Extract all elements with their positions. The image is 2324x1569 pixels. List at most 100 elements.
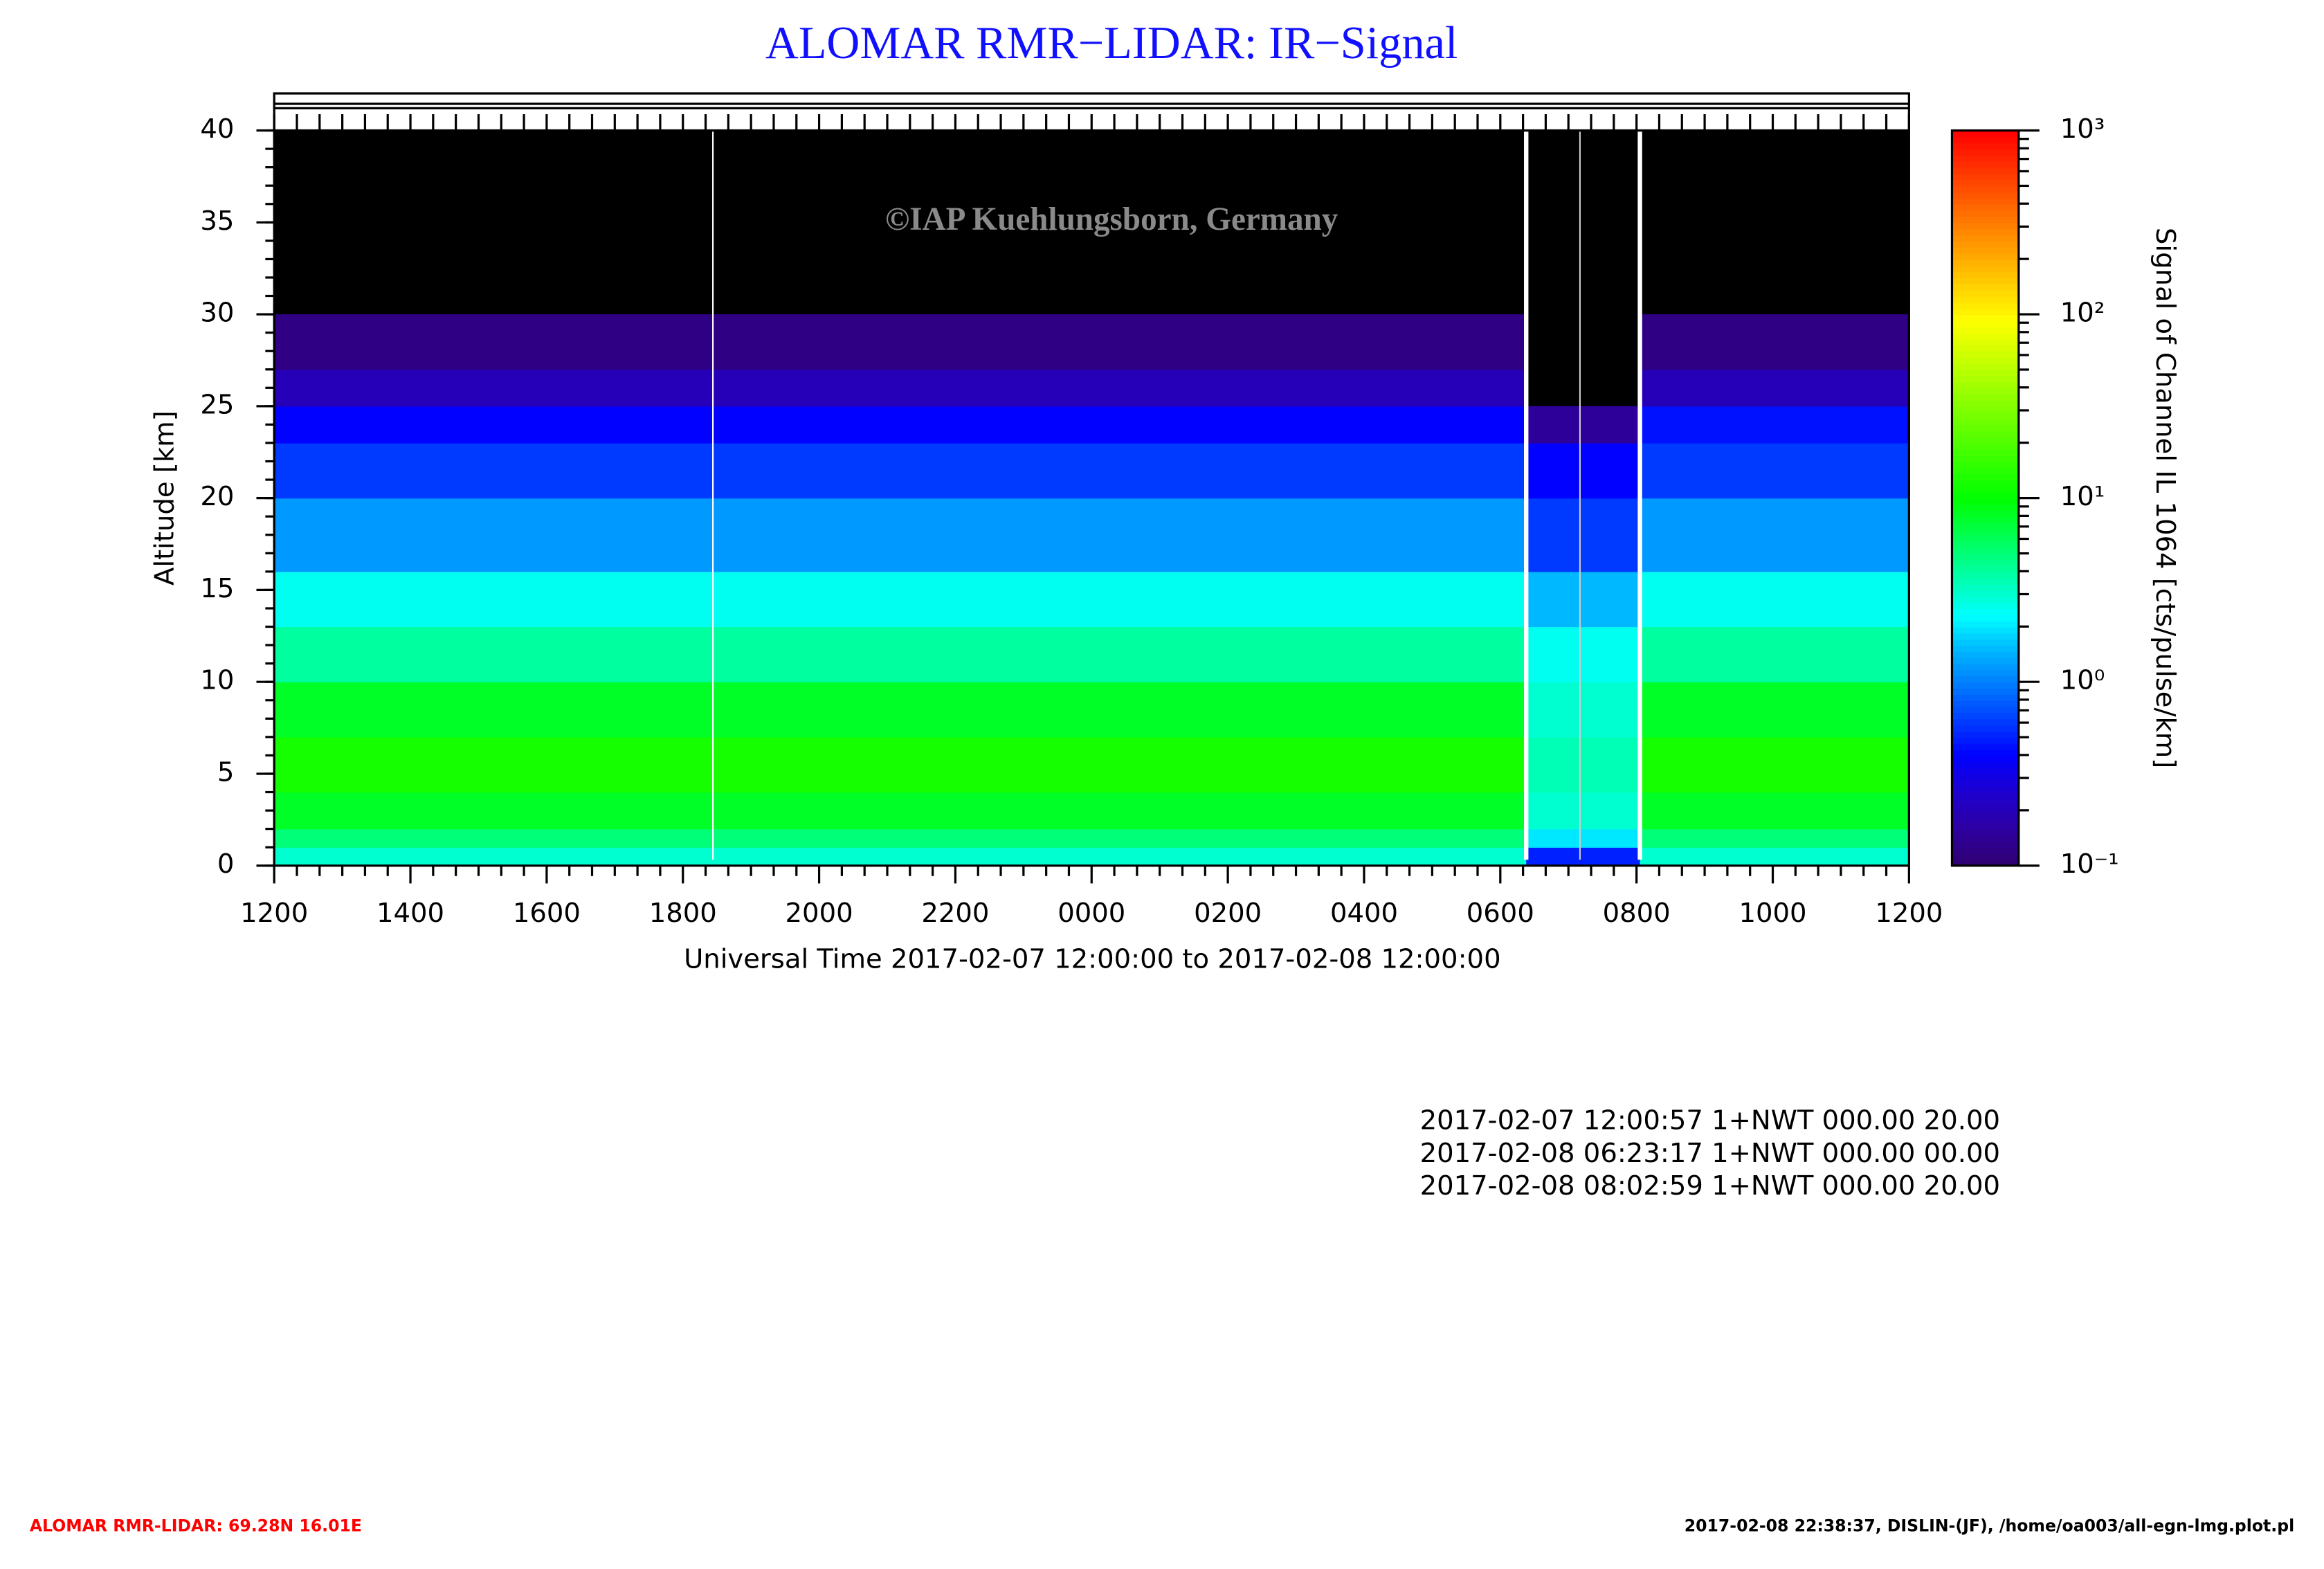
y-axis-label: Altitude [km] [149,410,180,586]
x-tick-label: 1600 [513,898,581,929]
colorbar-step [1952,583,2019,591]
colorbar-step [1952,130,2019,138]
colorbar-step [1952,804,2019,812]
colorbar-step [1952,418,2019,426]
y-tick-label: 25 [200,389,234,420]
colorbar-step [1952,853,2019,860]
heatmap-cell [1640,498,1909,572]
colorbar-step [1952,559,2019,567]
colorbar-step [1952,173,2019,181]
colorbar-step [1952,602,2019,610]
colorbar-step [1952,296,2019,303]
y-tick-label: 35 [200,206,234,237]
colorbar-step [1952,498,2019,505]
heatmap-cell [274,736,1527,793]
colorbar-step [1952,167,2019,174]
colorbar-step [1952,136,2019,144]
colorbar-step [1952,712,2019,720]
colorbar-step [1952,265,2019,273]
colorbar-step [1952,828,2019,836]
colorbar-step [1952,277,2019,284]
heatmap-cell [1526,792,1641,830]
colorbar-step [1952,504,2019,511]
heatmap [274,314,1909,867]
colorbar-step [1952,289,2019,297]
colorbar-step [1952,510,2019,518]
colorbar-step [1952,755,2019,763]
heatmap-cell [274,314,1527,370]
colorbar-step [1952,480,2019,487]
x-tick-label: 2200 [921,898,989,929]
colorbar-step [1952,523,2019,529]
footer-right: 2017-02-08 22:38:37, DISLIN-(JF), /home/… [1685,1516,2294,1535]
colorbar-step [1952,608,2019,615]
colorbar-step [1952,345,2019,352]
colorbar-step [1952,314,2019,322]
colorbar-step [1952,779,2019,787]
colorbar-step [1952,302,2019,309]
colorbar-step [1952,553,2019,561]
heatmap-cell [274,828,1527,848]
x-tick-label: 1200 [240,898,308,929]
colorbar-step [1952,461,2019,469]
colorbar-step [1952,761,2019,769]
x-tick-label: 1400 [376,898,444,929]
heatmap-cell [1526,847,1641,867]
colorbar-step [1952,308,2019,316]
colorbar-step [1952,388,2019,395]
colorbar-step [1952,246,2019,254]
colorbar-step [1952,326,2019,334]
heatmap-cell [1640,406,1909,444]
colorbar-step [1952,663,2019,671]
colorbar-step [1952,773,2019,781]
colorbar-step [1952,633,2019,640]
colorbar-step [1952,228,2019,236]
colorbar-step [1952,485,2019,493]
colorbar-step [1952,749,2019,756]
colorbar-step [1952,736,2019,744]
heatmap-cell [1526,736,1641,793]
colorbar-step [1952,645,2019,653]
colorbar-tick-label: 10¹ [2060,481,2105,512]
x-tick-label: 1000 [1739,898,1806,929]
colorbar-step [1952,565,2019,572]
x-tick-label: 0200 [1194,898,1262,929]
colorbar-tick-label: 10² [2060,298,2105,329]
annotation: 2017-02-08 08:02:59 1+NWT 000.00 20.00 [1420,1170,2000,1201]
colorbar-step [1952,203,2019,211]
heatmap-cell [274,406,1527,444]
x-tick-label: 1200 [1875,898,1943,929]
colorbar-step [1952,455,2019,462]
colorbar-step [1952,400,2019,407]
heatmap-cell [274,442,1527,499]
colorbar-step [1952,725,2019,732]
footer-left: ALOMAR RMR-LIDAR: 69.28N 16.01E [30,1516,362,1535]
heatmap-cell [1640,314,1909,370]
colorbar-step [1952,437,2019,444]
colorbar-step [1952,197,2019,205]
colorbar-step [1952,688,2019,695]
colorbar-step [1952,626,2019,634]
y-tick-label: 10 [200,665,234,696]
colorbar-step [1952,816,2019,824]
heatmap-cell [1640,736,1909,793]
y-tick-label: 40 [200,114,234,145]
y-tick-label: 0 [217,849,235,880]
colorbar-label: Signal of Channel IL 1064 [cts/pulse/km] [2150,228,2181,768]
colorbar-step [1952,810,2019,818]
x-tick-label: 0400 [1330,898,1398,929]
colorbar-step [1952,210,2019,217]
y-tick-label: 20 [200,481,234,512]
colorbar-step [1952,222,2019,230]
colorbar-step [1952,657,2019,664]
colorbar-step [1952,149,2019,156]
colorbar-step [1952,259,2019,266]
x-tick-label: 0800 [1603,898,1671,929]
colorbar-step [1952,639,2019,646]
colorbar-step [1952,718,2019,726]
colorbar-step [1952,651,2019,658]
heatmap-cell [1640,442,1909,499]
colorbar-step [1952,412,2019,419]
colorbar-tick-label: 10⁰ [2060,665,2105,696]
